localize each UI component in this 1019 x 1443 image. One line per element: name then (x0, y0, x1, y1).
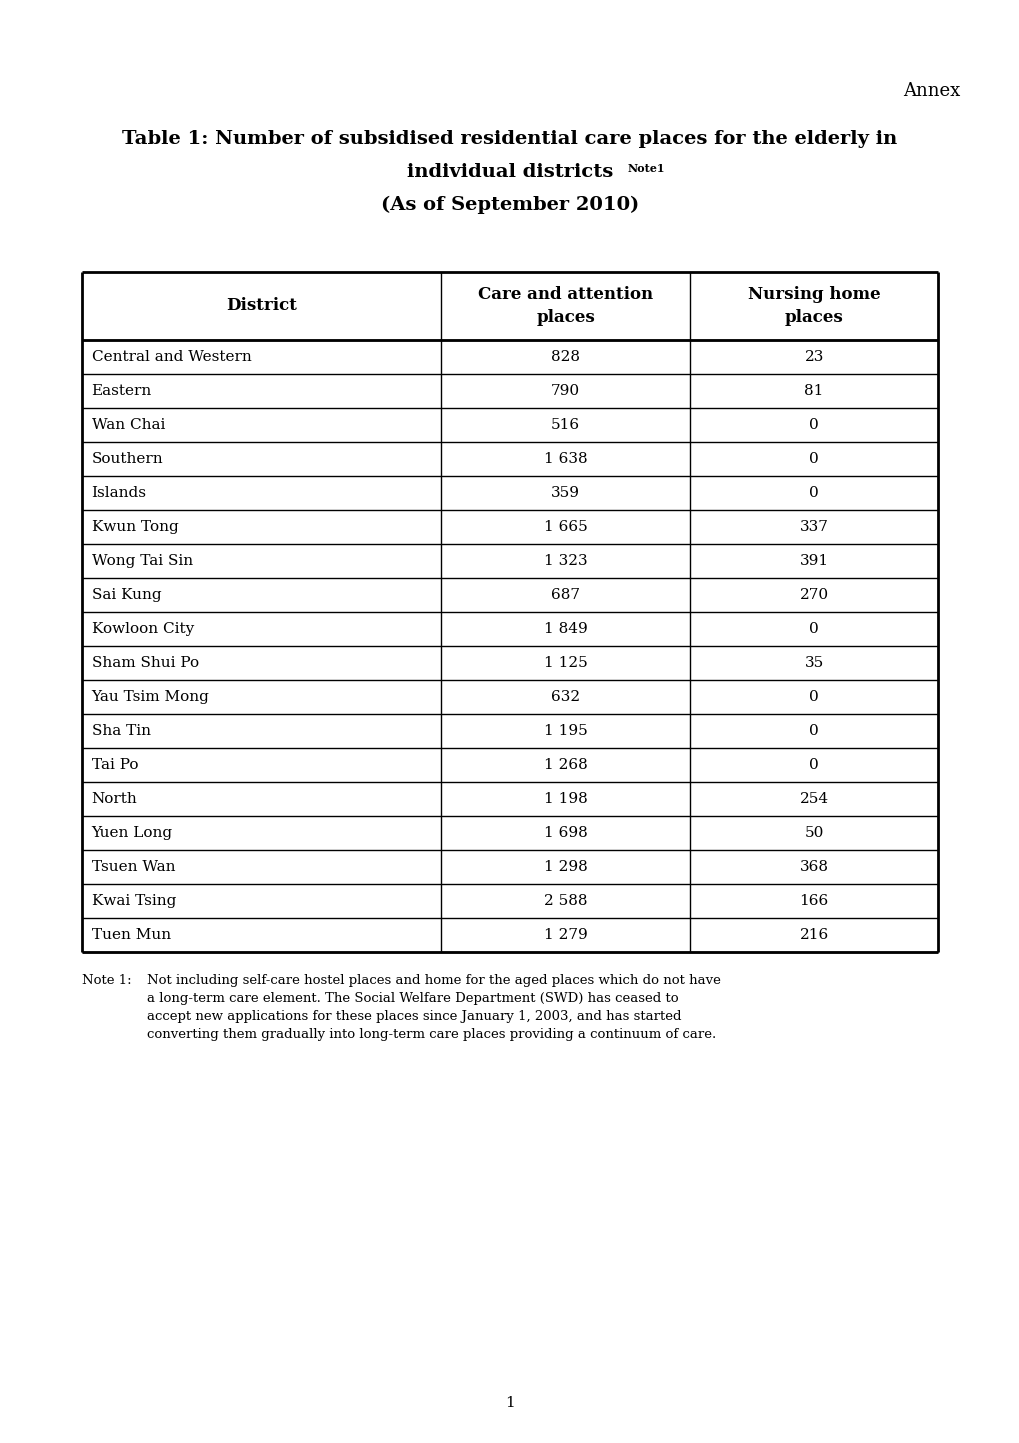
Text: Not including self-care hostel places and home for the aged places which do not : Not including self-care hostel places an… (147, 974, 719, 987)
Text: 337: 337 (799, 519, 827, 534)
Text: Note 1:: Note 1: (82, 974, 131, 987)
Text: a long-term care element. The Social Welfare Department (SWD) has ceased to: a long-term care element. The Social Wel… (147, 991, 678, 1004)
Text: 0: 0 (808, 418, 818, 431)
Text: converting them gradually into long-term care places providing a continuum of ca: converting them gradually into long-term… (147, 1027, 715, 1040)
Text: 1 698: 1 698 (543, 825, 587, 840)
Text: 516: 516 (550, 418, 580, 431)
Text: 270: 270 (799, 587, 827, 602)
Text: 1 279: 1 279 (543, 928, 587, 942)
Text: 828: 828 (550, 351, 580, 364)
Text: (As of September 2010): (As of September 2010) (380, 196, 639, 214)
Text: Kwai Tsing: Kwai Tsing (92, 895, 176, 908)
Text: Kowloon City: Kowloon City (92, 622, 194, 636)
Text: 0: 0 (808, 690, 818, 704)
Text: Tsuen Wan: Tsuen Wan (92, 860, 175, 874)
Text: Yau Tsim Mong: Yau Tsim Mong (92, 690, 209, 704)
Text: Yuen Long: Yuen Long (92, 825, 172, 840)
Text: 1 638: 1 638 (543, 452, 587, 466)
Text: 359: 359 (550, 486, 580, 501)
Text: 0: 0 (808, 486, 818, 501)
Text: Central and Western: Central and Western (92, 351, 251, 364)
Text: 81: 81 (804, 384, 823, 398)
Text: 632: 632 (550, 690, 580, 704)
Text: 1 125: 1 125 (543, 657, 587, 670)
Text: 1 849: 1 849 (543, 622, 587, 636)
Text: Sai Kung: Sai Kung (92, 587, 161, 602)
Text: 0: 0 (808, 758, 818, 772)
Text: 1: 1 (504, 1395, 515, 1410)
Text: Eastern: Eastern (92, 384, 152, 398)
Text: Islands: Islands (92, 486, 147, 501)
Text: Table 1: Number of subsidised residential care places for the elderly in: Table 1: Number of subsidised residentia… (122, 130, 897, 149)
Text: 1 268: 1 268 (543, 758, 587, 772)
Text: Sha Tin: Sha Tin (92, 724, 151, 737)
Text: 23: 23 (804, 351, 823, 364)
Text: Care and attention
places: Care and attention places (478, 286, 652, 326)
Text: 1 665: 1 665 (543, 519, 587, 534)
Text: 1 298: 1 298 (543, 860, 587, 874)
Text: Wong Tai Sin: Wong Tai Sin (92, 554, 193, 569)
Text: Nursing home
places: Nursing home places (747, 286, 879, 326)
Text: 687: 687 (550, 587, 580, 602)
Text: North: North (92, 792, 138, 807)
Text: 216: 216 (799, 928, 828, 942)
Text: 0: 0 (808, 452, 818, 466)
Text: 35: 35 (804, 657, 823, 670)
Text: 1 195: 1 195 (543, 724, 587, 737)
Text: accept new applications for these places since January 1, 2003, and has started: accept new applications for these places… (147, 1010, 681, 1023)
Text: 1 198: 1 198 (543, 792, 587, 807)
Text: 0: 0 (808, 724, 818, 737)
Text: 254: 254 (799, 792, 827, 807)
Text: 790: 790 (550, 384, 580, 398)
Text: Tai Po: Tai Po (92, 758, 138, 772)
Text: 2 588: 2 588 (543, 895, 587, 908)
Text: Sham Shui Po: Sham Shui Po (92, 657, 199, 670)
Text: Annex: Annex (902, 82, 959, 100)
Text: 0: 0 (808, 622, 818, 636)
Text: 1 323: 1 323 (543, 554, 587, 569)
Text: 391: 391 (799, 554, 827, 569)
Text: 166: 166 (799, 895, 828, 908)
Text: individual districts: individual districts (407, 163, 612, 180)
Text: 50: 50 (804, 825, 823, 840)
Text: Kwun Tong: Kwun Tong (92, 519, 178, 534)
Text: Tuen Mun: Tuen Mun (92, 928, 170, 942)
Text: Note1: Note1 (628, 163, 664, 175)
Text: Wan Chai: Wan Chai (92, 418, 165, 431)
Text: 368: 368 (799, 860, 827, 874)
Text: District: District (226, 297, 297, 315)
Text: Southern: Southern (92, 452, 163, 466)
